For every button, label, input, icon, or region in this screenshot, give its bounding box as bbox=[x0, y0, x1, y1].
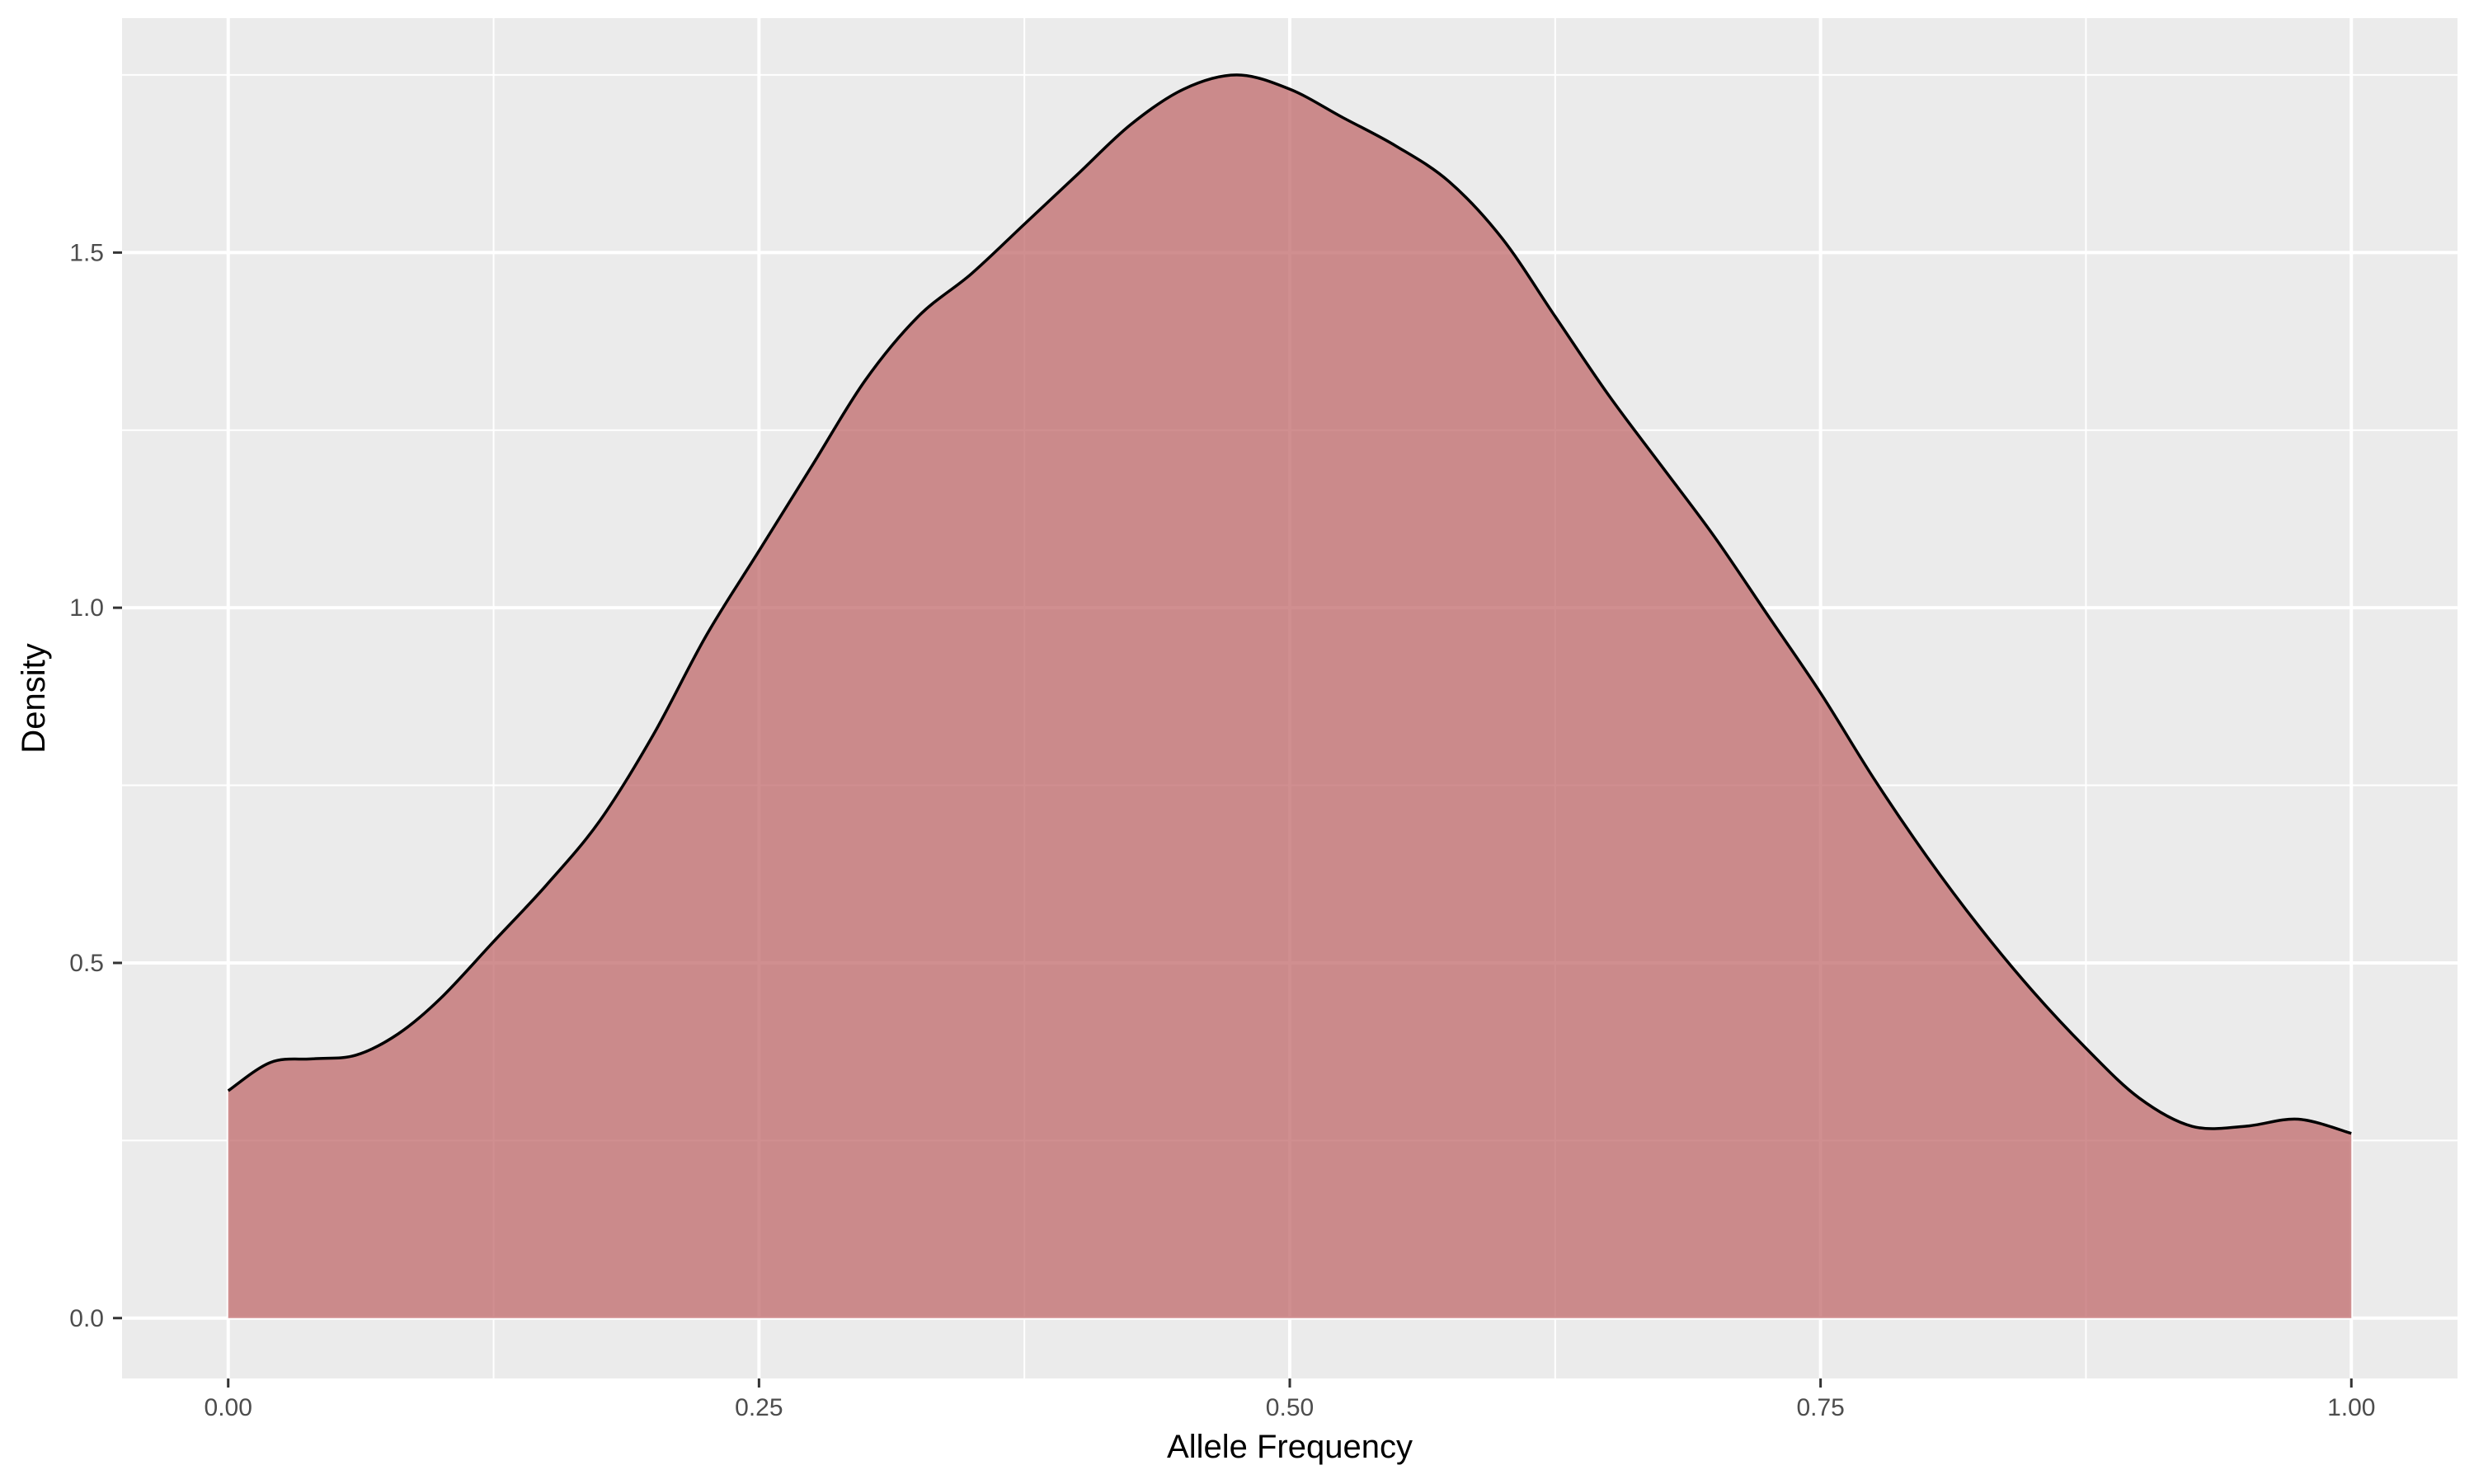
x-tick-label: 0.00 bbox=[205, 1394, 252, 1421]
x-tick-label: 0.75 bbox=[1796, 1394, 1844, 1421]
x-axis-title: Allele Frequency bbox=[1167, 1429, 1413, 1465]
y-tick-label: 1.0 bbox=[69, 594, 104, 622]
x-tick-label: 0.25 bbox=[735, 1394, 783, 1421]
x-axis: 0.00 0.25 0.50 0.75 1.00 bbox=[205, 1378, 2375, 1421]
y-axis-title: Density bbox=[16, 643, 52, 753]
y-tick-label: 1.5 bbox=[69, 239, 104, 266]
density-curve bbox=[227, 73, 2352, 1135]
x-tick-label: 0.50 bbox=[1266, 1394, 1314, 1421]
y-axis: 0.0 0.5 1.0 1.5 bbox=[69, 239, 122, 1332]
x-tick-label: 1.00 bbox=[2327, 1394, 2375, 1421]
density-area bbox=[228, 74, 2352, 1318]
y-tick-label: 0.0 bbox=[69, 1305, 104, 1332]
y-tick-label: 0.5 bbox=[69, 950, 104, 977]
